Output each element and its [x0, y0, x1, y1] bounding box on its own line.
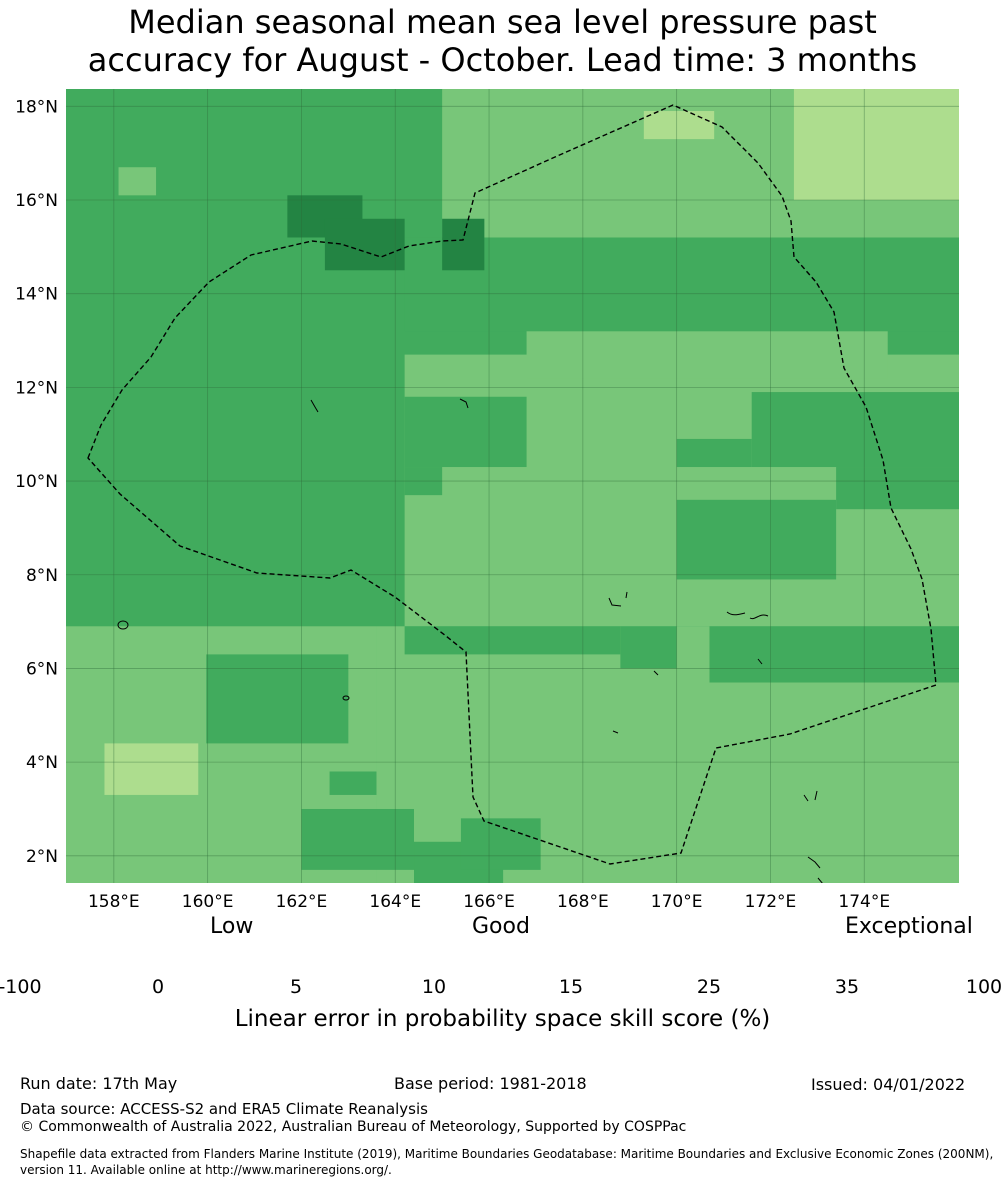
skill-cell-15-25	[526, 331, 888, 379]
skill-cell-25-35	[404, 626, 621, 655]
longitude-tick-label: 162°E	[276, 892, 328, 910]
skill-cell-25-35	[620, 626, 677, 669]
run-date: Run date: 17th May	[20, 1074, 178, 1093]
axis-labels: 158°E 160°E 162°E 164°E 166°E 168°E 170°E 172°E…	[15, 97, 890, 910]
latitude-tick-label: 14°N	[15, 285, 58, 305]
colorbar-tick: 10	[421, 976, 447, 998]
longitude-tick-label: 166°E	[463, 892, 515, 910]
longitude-tick-label: 160°E	[182, 892, 234, 910]
colorbar-tick: 0	[151, 976, 165, 998]
colorbar-tick: 5	[289, 976, 303, 998]
latitude-tick-label: 16°N	[15, 191, 58, 211]
island-outlines	[117, 398, 823, 883]
skill-cell-25-35	[751, 392, 959, 468]
data-source: Data source: ACCESS-S2 and ERA5 Climate …	[20, 1100, 428, 1118]
skill-cell-25-35	[404, 396, 527, 468]
map-title: Median seasonal mean sea level pressure …	[0, 3, 1005, 79]
colorbar-tick: 25	[696, 976, 722, 998]
longitude-tick-label: 174°E	[838, 892, 890, 910]
longitude-tick-label: 164°E	[369, 892, 421, 910]
skill-cell-25-35	[404, 467, 443, 496]
colorbar-tick: 100	[965, 976, 1003, 998]
base-period: Base period: 1981-2018	[394, 1074, 587, 1093]
skill-cell-10-15	[793, 89, 959, 201]
shapefile-credit-line-1: Shapefile data extracted from Flanders M…	[20, 1147, 994, 1161]
skill-cell-25-35	[206, 654, 349, 744]
map-title-line-2: accuracy for August - October. Lead time…	[87, 41, 918, 79]
skill-cell-10-15	[104, 743, 199, 795]
skill-cell-25-35	[404, 237, 959, 332]
colorbar-label-low: Low	[210, 914, 254, 939]
skill-cell-25-35	[709, 626, 959, 683]
shapefile-credit-line-2: version 11. Available online at http://w…	[20, 1163, 392, 1177]
eez-boundary	[87, 104, 937, 865]
graticule-lines	[66, 89, 959, 883]
colorbar-label-exceptional: Exceptional	[845, 914, 973, 939]
colorbar-title: Linear error in probability space skill …	[234, 1006, 771, 1032]
latitude-tick-label: 6°N	[26, 659, 58, 679]
colorbar-label-good: Good	[472, 914, 530, 939]
skill-cell-25-35	[836, 467, 959, 510]
skill-cell-25-35	[301, 808, 415, 870]
skill-cells-layer	[66, 89, 959, 883]
map-title-line-1: Median seasonal mean sea level pressure …	[128, 3, 877, 41]
skill-cell-25-35	[329, 771, 377, 795]
skill-cell-10-15	[643, 111, 715, 140]
skill-cell-25-35	[676, 499, 837, 580]
colorbar-tick: -100	[0, 976, 42, 998]
issued-date: Issued: 04/01/2022	[811, 1075, 966, 1094]
skill-cell-35-100	[324, 218, 405, 271]
latitude-tick-label: 2°N	[26, 847, 58, 867]
skill-map: 158°E 160°E 162°E 164°E 166°E 168°E 170°E 172°E…	[15, 89, 959, 910]
copyright-notice: © Commonwealth of Australia 2022, Austra…	[20, 1119, 687, 1135]
latitude-tick-label: 10°N	[15, 472, 58, 492]
colorbar-tick: 35	[834, 976, 860, 998]
longitude-tick-label: 168°E	[557, 892, 609, 910]
skill-cell-15-25	[118, 167, 157, 196]
skill-cell-35-100	[442, 218, 485, 271]
longitude-tick-label: 170°E	[651, 892, 703, 910]
latitude-tick-label: 18°N	[15, 97, 58, 117]
skill-cell-25-35	[460, 818, 541, 870]
latitude-tick-label: 8°N	[26, 566, 58, 586]
latitude-tick-label: 4°N	[26, 753, 58, 773]
longitude-tick-label: 158°E	[88, 892, 140, 910]
colorbar-tick: 15	[558, 976, 584, 998]
skill-cell-25-35	[676, 438, 752, 468]
longitude-tick-label: 172°E	[745, 892, 797, 910]
latitude-tick-label: 12°N	[15, 378, 58, 398]
